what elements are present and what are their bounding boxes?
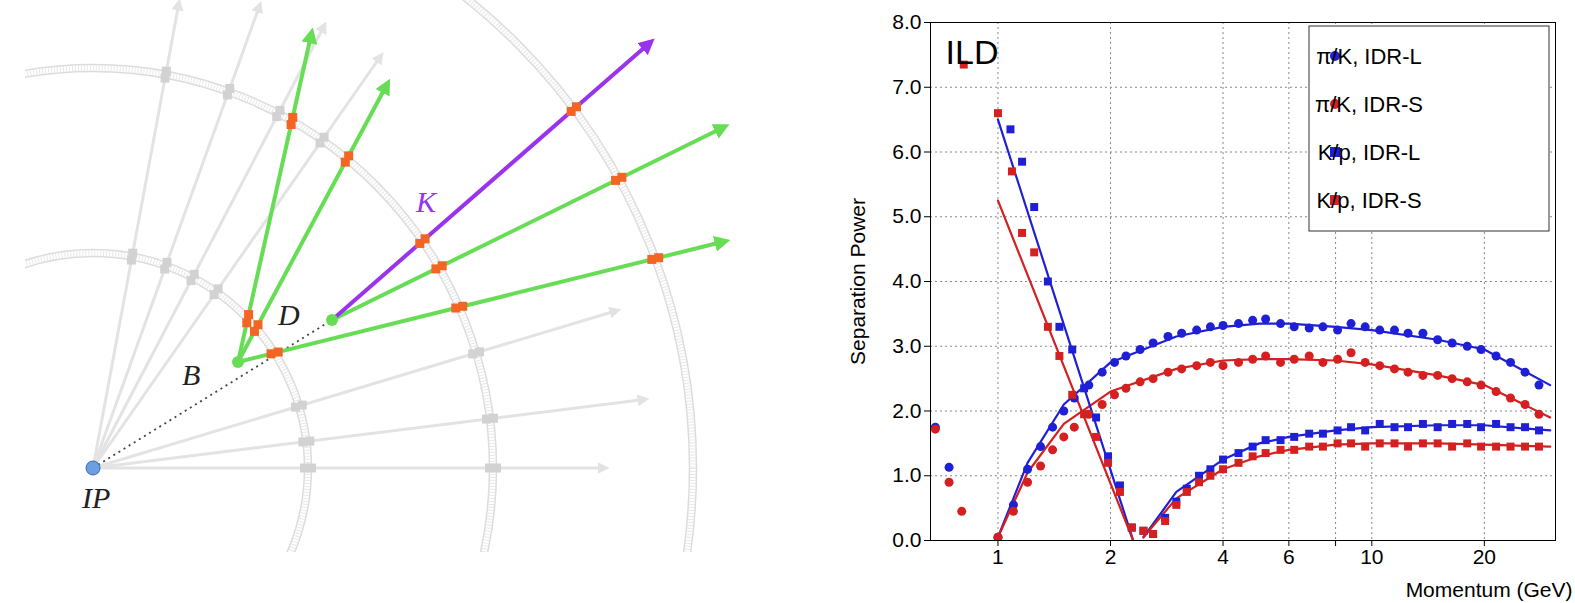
svg-text:B: B — [182, 358, 200, 391]
svg-text:4.0: 4.0 — [892, 269, 921, 292]
svg-text:D: D — [277, 298, 300, 331]
svg-text:K: K — [415, 185, 438, 218]
svg-text:2: 2 — [1105, 545, 1117, 568]
svg-text:1.0: 1.0 — [892, 463, 921, 486]
svg-text:4: 4 — [1217, 545, 1229, 568]
svg-text:π/K, IDR-L: π/K, IDR-L — [1316, 44, 1422, 69]
svg-text:5.0: 5.0 — [892, 204, 921, 227]
svg-text:6: 6 — [1283, 545, 1295, 568]
svg-text:10: 10 — [1360, 545, 1383, 568]
svg-text:8.0: 8.0 — [892, 10, 921, 33]
svg-text:IP: IP — [81, 481, 110, 514]
svg-text:0.0: 0.0 — [892, 528, 921, 551]
svg-text:7.0: 7.0 — [892, 75, 921, 98]
svg-text:6.0: 6.0 — [892, 140, 921, 163]
svg-text:K/p, IDR-S: K/p, IDR-S — [1316, 188, 1421, 213]
svg-text:20: 20 — [1473, 545, 1496, 568]
svg-text:1: 1 — [992, 545, 1004, 568]
svg-text:Separation Power: Separation Power — [846, 198, 869, 365]
svg-text:K/p, IDR-L: K/p, IDR-L — [1318, 140, 1421, 165]
svg-text:π/K, IDR-S: π/K, IDR-S — [1315, 92, 1423, 117]
svg-text:2.0: 2.0 — [892, 399, 921, 422]
svg-text:3.0: 3.0 — [892, 334, 921, 357]
svg-text:ILD: ILD — [946, 33, 999, 71]
svg-text:Momentum (GeV): Momentum (GeV) — [1406, 578, 1573, 601]
